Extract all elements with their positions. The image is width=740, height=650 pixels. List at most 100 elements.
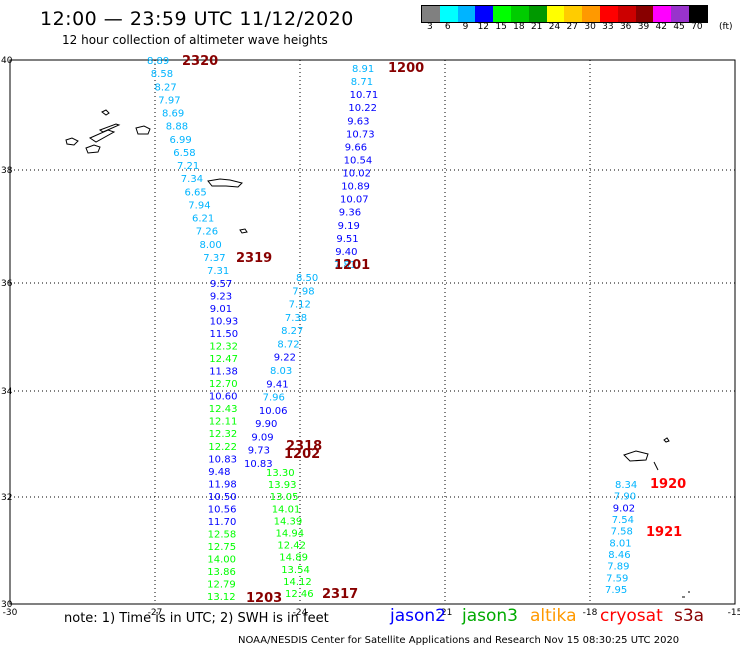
pass-time-label: 1202 [284,447,320,462]
wave-height-label: 10.22 [348,103,377,114]
legend-swatch [582,6,600,22]
wave-height-label: 6.65 [185,187,207,198]
wave-height-label: 13.05 [270,492,299,503]
wave-height-label: 12.70 [209,379,238,390]
legend-swatch [439,6,458,22]
wave-height-label: 11.98 [208,479,237,490]
legend-label: 45 [673,22,685,32]
island-madeira [623,450,649,462]
wave-height-label: 9.51 [336,234,358,245]
wave-height-label: 7.12 [289,300,311,311]
legend-swatch [493,6,511,22]
wave-height-label: 7.81 [334,260,356,271]
legend-swatch [564,6,583,22]
wave-height-label: 10.07 [340,195,369,206]
lon-tick-label: -18 [583,608,598,618]
island-faial [85,144,101,154]
legend-label: 24 [548,22,561,32]
wave-height-label: 8.91 [352,64,374,75]
wave-height-label: 8.88 [166,122,188,133]
wave-height-label: 10.56 [208,504,237,515]
wave-height-label: 7.34 [181,174,203,185]
legend-swatch [635,6,654,22]
legend-swatch [688,6,707,22]
lon-tick-label: -27 [148,608,163,618]
wave-height-label: 12.46 [285,589,314,600]
pass-time-label: 2317 [322,587,358,602]
wave-height-label: 10.54 [344,156,373,167]
wave-height-label: 10.83 [208,454,237,465]
wave-height-label: 10.93 [210,317,239,328]
wave-height-label: 10.50 [208,492,237,503]
island-sao-miguel [207,178,243,188]
map-frame [9,59,736,605]
wave-height-label: 7.95 [605,585,627,596]
wave-height-label: 10.06 [259,406,288,417]
legend-label: 27 [566,22,578,32]
legend-swatch [528,6,547,22]
legend-label: 42 [655,22,667,32]
wave-height-label: 10.02 [342,169,371,180]
map-grid [10,60,735,604]
wave-height-label: 7.58 [611,527,633,538]
mission-label-altika: altika [530,606,577,626]
wave-height-label: 14.94 [276,529,305,540]
wave-height-label: 8.89 [147,56,169,67]
pass-time-label: 1920 [650,477,686,492]
wave-height-label: 7.31 [207,266,229,277]
wave-height-label: 12.11 [209,417,238,428]
legend-label: 3 [427,22,433,32]
wave-height-label: 10.89 [341,182,370,193]
mission-label-jason2: jason2 [390,606,446,626]
wave-height-label: 12.75 [208,542,237,553]
pass-time-label: 1201 [334,258,370,273]
wave-height-label: 6.58 [173,148,195,159]
wave-height-label: 14.89 [279,553,308,564]
madeira-leader [653,461,659,471]
wave-height-label: 13.93 [268,480,297,491]
legend-swatch [617,6,636,22]
credits: NOAA/NESDIS Center for Satellite Applica… [238,635,680,646]
lat-tick-label: 34 [1,387,13,397]
wave-height-label: 7.96 [263,393,285,404]
wave-height-label: 9.22 [274,353,296,364]
wave-height-label: 9.40 [335,247,357,258]
wave-height-label: 10.83 [244,459,273,470]
wave-height-label: 9.90 [255,419,277,430]
mission-label-jason3: jason3 [462,606,518,626]
island-pico [88,129,116,143]
wave-height-label: 12.79 [207,580,236,591]
legend-unit: (ft) [719,22,733,32]
wave-height-label: 14.12 [283,577,312,588]
wave-height-label: 13.12 [207,592,236,603]
wave-height-label: 11.70 [208,517,237,528]
wave-height-label: 7.38 [285,313,307,324]
wave-height-label: 8.34 [615,480,637,491]
wave-height-label: 10.71 [350,90,379,101]
island-flores [101,109,110,116]
wave-height-label: 8.01 [609,538,631,549]
mission-label-cryosat: cryosat [600,606,663,626]
legend-swatch [671,6,689,22]
wave-height-label: 6.99 [170,135,192,146]
wave-height-label: 9.48 [208,467,230,478]
wave-height-label: 7.90 [614,492,636,503]
wave-height-label: 14.39 [274,516,303,527]
wave-height-label: 12.32 [209,429,238,440]
wave-height-label: 9.66 [345,142,367,153]
axis-ticks: -30 -27 -24 -21 -18 -15 40 38 36 34 32 30 [1,56,740,618]
legend-swatch [653,6,672,22]
island-corvo [65,137,79,146]
color-legend [421,5,708,23]
pass-time-label: 1200 [388,61,424,76]
legend-label: 70 [691,22,703,32]
wave-height-label: 7.54 [612,515,634,526]
legend-label: 33 [602,22,614,32]
wave-height-label: 9.41 [266,379,288,390]
wave-height-label: 7.59 [606,573,628,584]
lon-tick-label: -24 [293,608,308,618]
pass-time-label: 2318 [286,439,322,454]
wave-height-label: 7.26 [196,227,218,238]
legend-label: 30 [584,22,596,32]
wave-height-label: 8.58 [151,69,173,80]
